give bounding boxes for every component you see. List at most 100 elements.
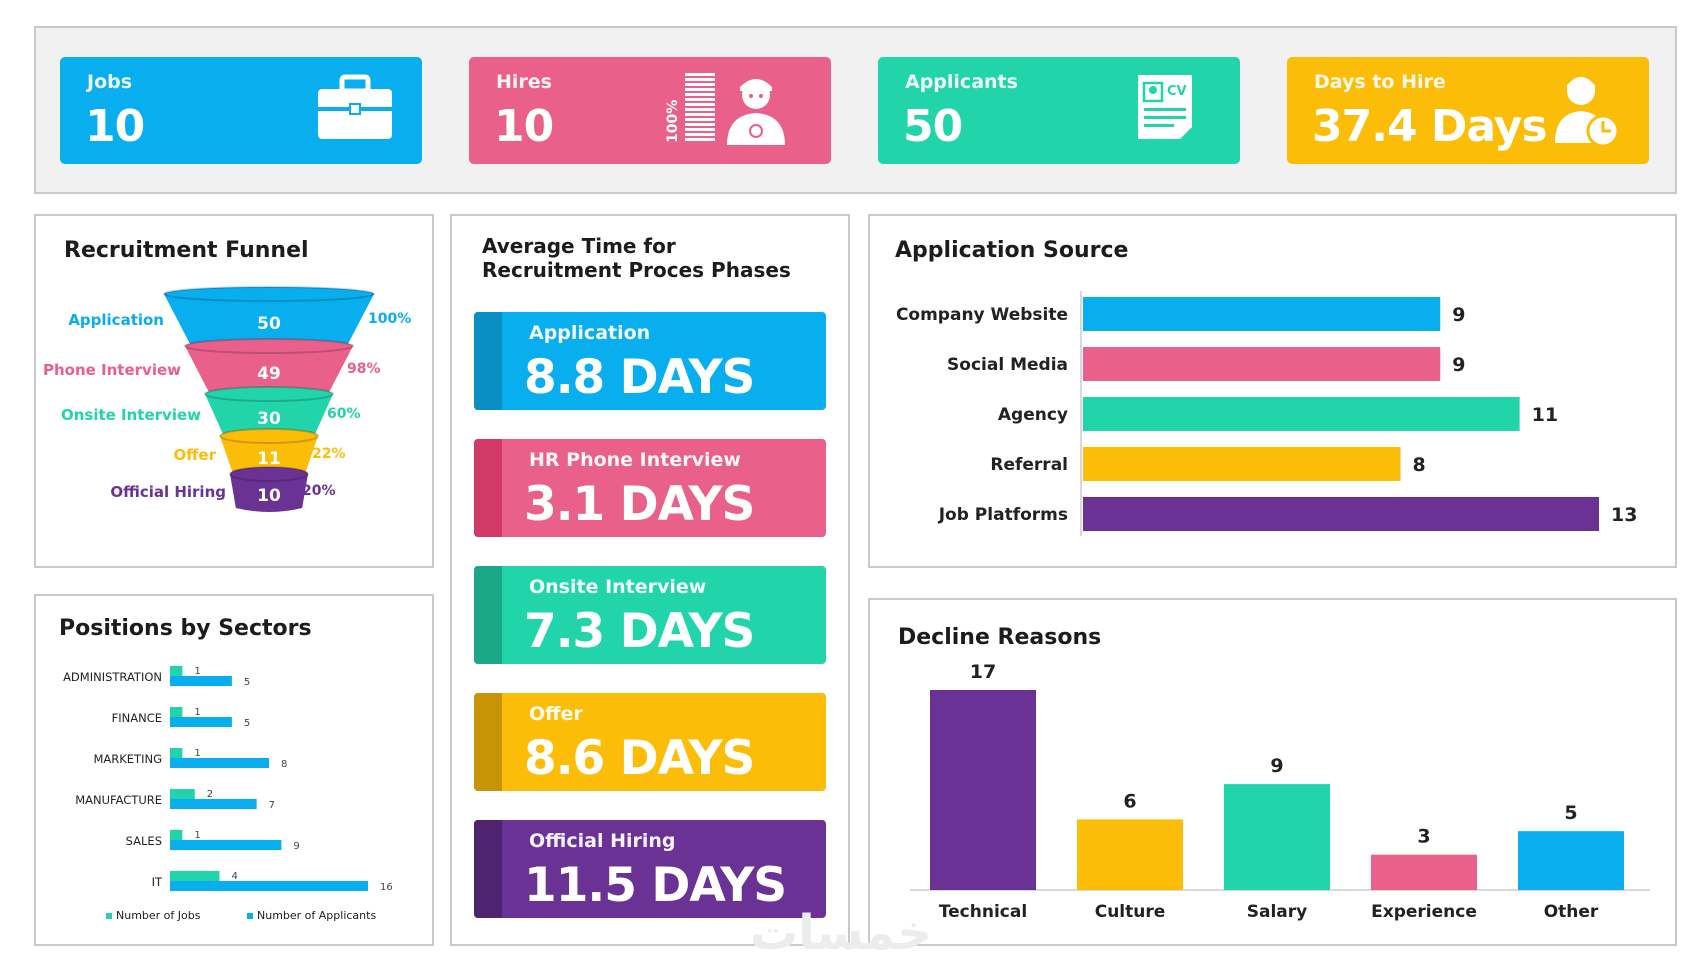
sector-applicants-value: 8 bbox=[281, 759, 287, 770]
source-value-label: 11 bbox=[1532, 404, 1558, 426]
positions-by-sectors-panel: Positions by Sectors ADMINISTRATION 1 5 FIN… bbox=[34, 594, 434, 946]
sector-applicants-bar bbox=[170, 799, 257, 809]
sector-applicants-value: 7 bbox=[269, 800, 275, 811]
kpi-value: 10 bbox=[494, 101, 554, 152]
briefcase-icon bbox=[318, 74, 392, 139]
legend-applicants-swatch bbox=[247, 913, 253, 919]
decline-bar bbox=[1518, 831, 1624, 890]
source-bar bbox=[1083, 297, 1441, 331]
bar-line bbox=[685, 138, 715, 141]
sector-category-label: MARKETING bbox=[93, 752, 162, 766]
funnel-segment bbox=[230, 474, 308, 512]
sectors-chart: ADMINISTRATION 1 5 FINANCE 1 5 MARKETING 1 8 MANU… bbox=[63, 666, 393, 893]
sector-jobs-value: 1 bbox=[194, 830, 200, 841]
source-category-label: Company Website bbox=[896, 305, 1068, 325]
kpi-card-jobs: Jobs 10 bbox=[60, 57, 422, 164]
legend-jobs: Number of Jobs bbox=[106, 909, 200, 922]
source-value-label: 13 bbox=[1611, 504, 1637, 526]
phase-label: Official Hiring bbox=[529, 830, 676, 852]
kpi-card-hires: Hires 10 100% bbox=[469, 57, 831, 164]
legend-applicants-label: Number of Applicants bbox=[257, 909, 377, 922]
hired-person-icon bbox=[727, 79, 785, 145]
hires-badge: 100% bbox=[665, 100, 681, 143]
funnel-stage-label: Offer bbox=[173, 446, 216, 464]
bar-line bbox=[685, 78, 715, 81]
phase-strip bbox=[474, 312, 502, 410]
sector-applicants-bar bbox=[170, 758, 269, 768]
funnel-stage-pct: 98% bbox=[347, 361, 381, 377]
sector-jobs-value: 1 bbox=[194, 707, 200, 718]
source-bar bbox=[1083, 397, 1520, 431]
funnel-segment bbox=[205, 394, 333, 438]
funnel-stage: 30 bbox=[204, 386, 334, 438]
phases-title: Average Time for Recruitment Proces Phas… bbox=[482, 234, 791, 282]
phase-label: HR Phone Interview bbox=[529, 449, 741, 471]
application-source-panel: Application Source Company Website 9 Socia… bbox=[868, 214, 1677, 568]
source-bar bbox=[1083, 447, 1401, 481]
sector-category-label: ADMINISTRATION bbox=[63, 670, 162, 684]
funnel-svg: 50 49 30 11 10 bbox=[163, 286, 375, 512]
sector-jobs-value: 2 bbox=[207, 789, 213, 800]
sector-category-label: FINANCE bbox=[112, 711, 162, 725]
funnel-value: 49 bbox=[257, 364, 281, 384]
phase-strip bbox=[474, 693, 502, 791]
bar-line bbox=[685, 108, 715, 111]
bar-line bbox=[685, 113, 715, 116]
bar-line bbox=[685, 128, 715, 131]
funnel-title: Recruitment Funnel bbox=[64, 238, 309, 263]
phase-value: 8.8 DAYS bbox=[524, 350, 755, 405]
funnel-stage-label: Phone Interview bbox=[42, 361, 181, 379]
funnel-stage-pct: 20% bbox=[302, 483, 336, 499]
legend-jobs-label: Number of Jobs bbox=[116, 909, 201, 922]
phase-card: Onsite Interview 7.3 DAYS bbox=[474, 566, 826, 664]
kpi-value: 37.4 Days bbox=[1312, 101, 1548, 152]
source-chart: Company Website 9 Social Media 9 Agency 11 Ref… bbox=[896, 291, 1637, 536]
person-clock-icon bbox=[1555, 77, 1620, 148]
phase-value: 8.6 DAYS bbox=[524, 731, 755, 786]
recruitment-funnel-panel: Recruitment Funnel 50 49 30 11 10 Application… bbox=[34, 214, 434, 568]
decline-chart: 17 Technical 6 Culture 9 Salary 3 Experience 5 Ot… bbox=[910, 661, 1650, 922]
phase-card: Application 8.8 DAYS bbox=[474, 312, 826, 410]
decline-category-label: Technical bbox=[939, 902, 1027, 922]
decline-category-label: Other bbox=[1544, 902, 1599, 922]
bar-line bbox=[685, 83, 715, 86]
sector-category-label: IT bbox=[152, 875, 163, 889]
decline-value-label: 6 bbox=[1123, 790, 1136, 812]
source-value-label: 9 bbox=[1452, 354, 1465, 376]
decline-bar bbox=[930, 690, 1036, 890]
kpi-card-days-to-hire: Days to Hire 37.4 Days bbox=[1287, 57, 1649, 164]
funnel-rim bbox=[204, 386, 334, 402]
sector-jobs-bar bbox=[170, 830, 183, 840]
svg-text:CV: CV bbox=[1167, 84, 1187, 99]
funnel-stage-pct: 100% bbox=[368, 311, 412, 327]
average-time-panel: Average Time for Recruitment Proces Phas… bbox=[450, 214, 850, 946]
phase-strip bbox=[474, 820, 502, 918]
watermark: خمسات bbox=[750, 905, 932, 961]
funnel-segment bbox=[185, 346, 353, 396]
phase-label: Application bbox=[529, 322, 651, 344]
funnel-stage-label: Official Hiring bbox=[110, 483, 226, 501]
sector-jobs-bar bbox=[170, 707, 183, 717]
sector-applicants-value: 5 bbox=[244, 677, 250, 688]
decline-bar bbox=[1224, 784, 1330, 890]
sector-jobs-value: 1 bbox=[194, 748, 200, 759]
phase-card: HR Phone Interview 3.1 DAYS bbox=[474, 439, 826, 537]
funnel-value: 11 bbox=[257, 449, 281, 469]
source-bar bbox=[1083, 347, 1441, 381]
sector-jobs-bar bbox=[170, 666, 183, 676]
bar-line bbox=[685, 118, 715, 121]
funnel-rim bbox=[219, 428, 319, 444]
phases-title-line2: Recruitment Proces Phases bbox=[482, 258, 791, 282]
source-category-label: Agency bbox=[998, 405, 1068, 425]
sector-applicants-bar bbox=[170, 840, 282, 850]
funnel-chart: 50 49 30 11 10 Application 100% Phone Interview… bbox=[36, 216, 436, 570]
decline-category-label: Experience bbox=[1371, 902, 1477, 922]
sector-applicants-bar bbox=[170, 676, 232, 686]
funnel-rim bbox=[229, 466, 309, 482]
source-category-label: Social Media bbox=[947, 355, 1068, 375]
sector-jobs-bar bbox=[170, 789, 195, 799]
decline-category-label: Culture bbox=[1095, 902, 1166, 922]
funnel-value: 50 bbox=[257, 314, 281, 334]
decline-category-label: Salary bbox=[1247, 902, 1307, 922]
funnel-rim bbox=[163, 286, 375, 302]
